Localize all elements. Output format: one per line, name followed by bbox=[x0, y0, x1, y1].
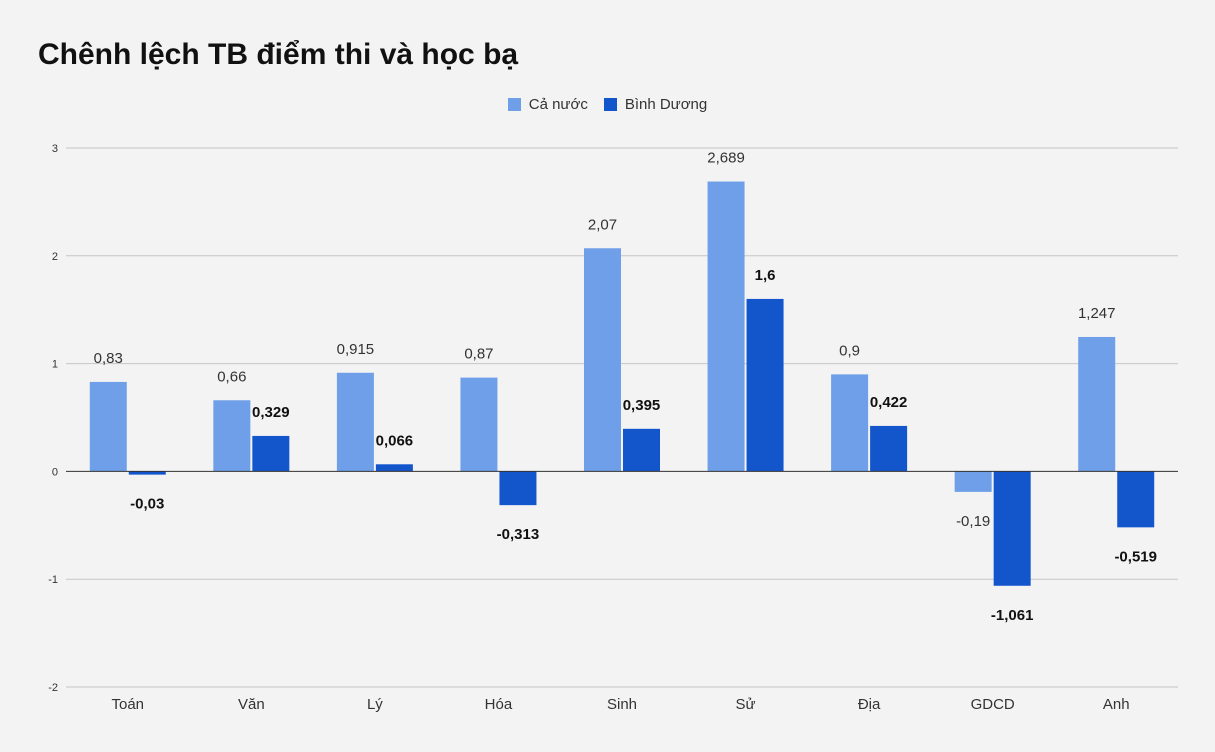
x-tick-label: Địa bbox=[858, 696, 881, 713]
x-tick-label: Toán bbox=[112, 696, 145, 713]
legend-label-binh-duong: Bình Dương bbox=[624, 96, 708, 113]
data-label: 0,9 bbox=[839, 342, 860, 359]
data-label: 2,689 bbox=[707, 150, 745, 167]
data-label: -0,519 bbox=[1114, 548, 1157, 565]
x-tick-label: Hóa bbox=[485, 696, 513, 713]
legend-item-binh-duong[interactable]: Bình Dương bbox=[603, 96, 708, 113]
data-label: 0,329 bbox=[252, 404, 290, 421]
data-label: 1,6 bbox=[755, 267, 776, 284]
x-tick-label: Anh bbox=[1103, 696, 1130, 713]
data-label: 1,247 bbox=[1078, 305, 1116, 322]
bar-binh-duong bbox=[128, 471, 166, 475]
bar-ca-nuoc bbox=[707, 181, 745, 472]
bar-ca-nuoc bbox=[1078, 336, 1116, 472]
y-tick-label: 2 bbox=[52, 251, 58, 263]
legend-swatch-binh-duong bbox=[603, 98, 617, 111]
bar-binh-duong bbox=[375, 464, 413, 472]
bar-ca-nuoc bbox=[89, 381, 127, 472]
x-tick-label: Lý bbox=[367, 696, 383, 713]
data-label: 0,915 bbox=[337, 341, 375, 358]
chart-title: Chênh lệch TB điểm thi và học bạ bbox=[38, 38, 519, 71]
bar-ca-nuoc bbox=[584, 248, 621, 472]
bar-binh-duong bbox=[993, 471, 1031, 586]
x-tick-label: GDCD bbox=[971, 696, 1015, 713]
y-tick-label: -2 bbox=[48, 682, 58, 694]
x-tick-label: Sử bbox=[736, 696, 756, 713]
bar-ca-nuoc bbox=[831, 374, 869, 472]
legend-label-ca-nuoc: Cả nước bbox=[528, 96, 588, 113]
bar-binh-duong bbox=[499, 471, 537, 506]
data-label: 0,87 bbox=[464, 346, 493, 363]
bar-ca-nuoc bbox=[460, 377, 498, 472]
data-label: 0,66 bbox=[217, 368, 246, 385]
bar-binh-duong bbox=[623, 428, 660, 472]
data-label: -0,03 bbox=[130, 496, 164, 513]
x-tick-label: Sinh bbox=[607, 696, 637, 713]
data-label: -0,313 bbox=[497, 526, 540, 543]
bar-binh-duong bbox=[870, 425, 908, 472]
bar-ca-nuoc bbox=[954, 471, 992, 492]
y-tick-label: 0 bbox=[52, 466, 58, 478]
y-tick-label: 3 bbox=[52, 143, 58, 155]
data-label: 0,83 bbox=[94, 350, 123, 367]
bar-binh-duong bbox=[252, 435, 290, 472]
legend-swatch-ca-nuoc bbox=[507, 98, 521, 111]
data-label: 0,422 bbox=[870, 394, 908, 411]
data-label: 0,066 bbox=[376, 432, 414, 449]
data-label: 2,07 bbox=[588, 216, 617, 233]
x-tick-label: Văn bbox=[238, 696, 265, 713]
bar-ca-nuoc bbox=[336, 372, 374, 472]
bar-binh-duong bbox=[1117, 471, 1155, 528]
data-label: -1,061 bbox=[991, 607, 1034, 624]
bar-ca-nuoc bbox=[213, 400, 251, 472]
y-tick-label: 1 bbox=[52, 359, 58, 371]
data-label: 0,395 bbox=[623, 397, 661, 414]
legend: Cả nước Bình Dương bbox=[0, 96, 1215, 113]
y-tick-label: -1 bbox=[48, 574, 58, 586]
data-label: -0,19 bbox=[956, 513, 990, 530]
bar-binh-duong bbox=[746, 298, 784, 472]
legend-item-ca-nuoc[interactable]: Cả nước bbox=[507, 96, 588, 113]
